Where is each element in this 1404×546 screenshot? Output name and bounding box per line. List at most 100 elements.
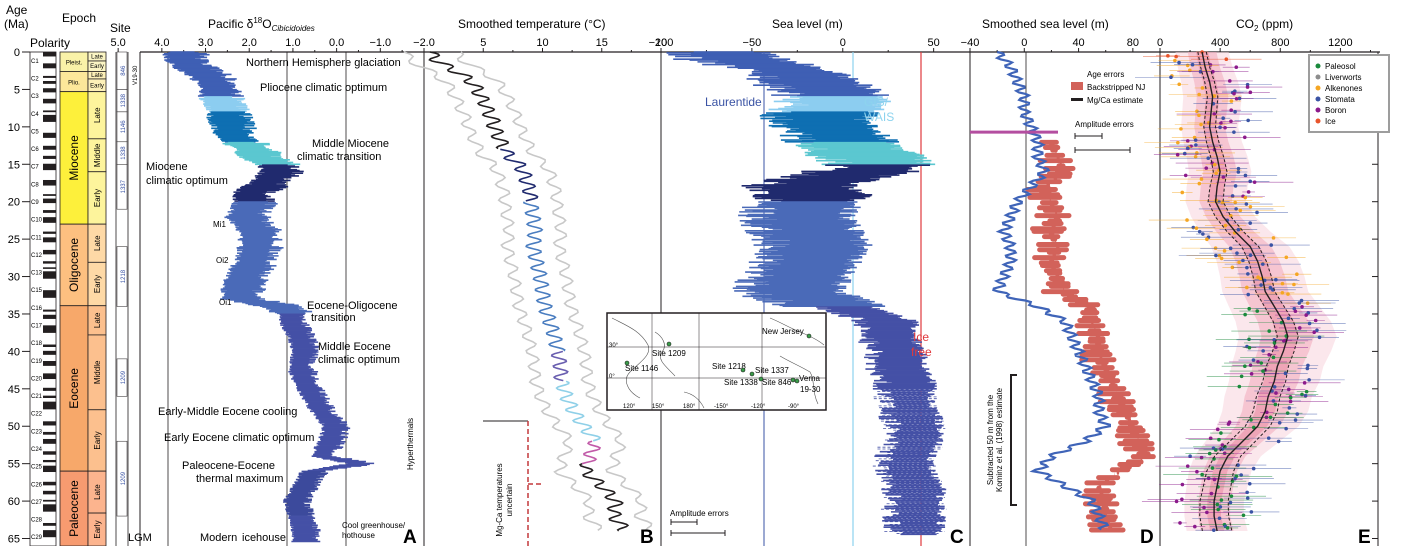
- co2-data-point: [1193, 154, 1198, 159]
- epoch-label: Paleocene: [67, 480, 81, 537]
- backstripped-nj-bar: [1077, 317, 1102, 323]
- polarity-chron-label: C26: [31, 482, 43, 488]
- co2-data-point: [1236, 170, 1241, 174]
- stage-label: Early: [93, 431, 102, 449]
- co2-data-point: [1267, 329, 1272, 333]
- stage-label: Late: [91, 73, 103, 79]
- annotation-meco-1: Middle Eocene: [318, 341, 391, 353]
- stage-label: Early: [90, 64, 104, 70]
- legend-e-label: Liverworts: [1325, 73, 1361, 82]
- age-tick-label: 40: [8, 346, 20, 358]
- co2-data-point: [1217, 437, 1221, 442]
- co2-data-point: [1242, 135, 1247, 140]
- x-tick-label: 50: [928, 37, 940, 49]
- map-lon-m90: -90°: [788, 404, 800, 410]
- epoch-band: [59, 305, 89, 472]
- co2-data-point: [1197, 229, 1202, 234]
- co2-data-point: [1276, 439, 1281, 444]
- polarity-normal-band: [43, 110, 56, 113]
- co2-data-point: [1233, 476, 1237, 481]
- co2-fit-confidence: [1205, 51, 1299, 532]
- co2-data-point: [1233, 184, 1238, 188]
- polarity-normal-band: [43, 459, 56, 463]
- co2-fit-confidence: [1197, 51, 1278, 532]
- annotation-free: free: [911, 345, 932, 359]
- annotation-eeco: Early Eocene climatic optimum: [164, 432, 314, 444]
- age-tick-label: 35: [8, 309, 20, 321]
- co2-data-point: [1312, 330, 1316, 335]
- temperature-line: [500, 148, 539, 202]
- polarity-normal-band: [43, 63, 56, 69]
- polarity-normal-band: [43, 237, 56, 243]
- co2-data-point: [1285, 411, 1290, 415]
- polarity-normal-band: [43, 499, 56, 502]
- co2-data-point: [1232, 91, 1236, 96]
- co2-data-point: [1202, 505, 1206, 510]
- polarity-normal-band: [43, 217, 56, 223]
- backstripped-nj-bar: [1098, 378, 1121, 384]
- legend-d-item-mgca: Mg/Ca estimate: [1087, 96, 1144, 105]
- panel-e-co2-series: [1135, 50, 1347, 532]
- panel-c-letter: C: [950, 527, 964, 546]
- co2-data-point: [1230, 194, 1235, 198]
- site-label: 1338: [121, 146, 127, 160]
- backstripped-nj-bar: [1037, 247, 1069, 253]
- site-segment: [116, 246, 128, 307]
- co2-data-point: [1185, 63, 1190, 68]
- map-label-new-jersey: New Jersey: [762, 327, 804, 336]
- x-axis-ticks: 5.0 4.0 3.0 2.0 1.0 0.0 −1.0 −2.0 5 10 15 20−100 −50…: [111, 37, 1378, 540]
- polarity-normal-band: [43, 52, 56, 57]
- annotation-lgm: LGM: [128, 532, 152, 544]
- co2-data-point: [1197, 113, 1201, 118]
- epoch-band: [59, 470, 89, 546]
- co2-data-point: [1180, 497, 1184, 502]
- backstripped-nj-bar: [1079, 352, 1113, 358]
- backstripped-nj-bar: [1110, 412, 1138, 418]
- co2-data-point: [1174, 54, 1178, 59]
- co2-data-point: [1234, 96, 1239, 101]
- co2-data-point: [1272, 385, 1277, 389]
- co2-data-point: [1206, 156, 1211, 161]
- annotation-oi1: Oi1: [219, 298, 232, 307]
- co2-data-point: [1223, 223, 1228, 228]
- co2-data-point: [1180, 190, 1185, 195]
- x-tick-label: 800: [1271, 37, 1289, 49]
- panel-e-title: CO2 (ppm): [1236, 17, 1293, 33]
- map-label-site-1338: Site 1338: [724, 378, 758, 387]
- backstripped-nj-bar: [1046, 270, 1063, 276]
- panel-b-title: Smoothed temperature (°C): [458, 17, 606, 31]
- polarity-chron-label: C27: [31, 500, 43, 506]
- legend-e-marker: [1315, 118, 1321, 124]
- stage-column: Late Early Late Early Late Middle Early Late Ear…: [87, 51, 107, 546]
- co2-data-point: [1188, 454, 1192, 459]
- co2-data-point: [1239, 374, 1244, 379]
- annotation-petm-2: thermal maximum: [196, 473, 283, 485]
- co2-data-point: [1243, 173, 1248, 178]
- co2-data-point: [1179, 127, 1183, 131]
- polarity-header: Polarity: [30, 36, 70, 50]
- epoch-band: [59, 223, 89, 307]
- co2-data-point: [1208, 436, 1213, 441]
- x-tick-label: 5.0: [111, 37, 126, 49]
- panel-d-legend: Age errors Backstripped NJ Mg/Ca estimat…: [1071, 70, 1145, 153]
- co2-data-point: [1245, 490, 1249, 495]
- co2-data-point: [1315, 328, 1319, 333]
- legend-d-amplitude: Amplitude errors: [1075, 120, 1134, 129]
- legend-e-marker: [1315, 96, 1321, 102]
- stage-label: Early: [93, 520, 102, 538]
- co2-data-point: [1248, 90, 1253, 95]
- x-tick-label: 40: [1072, 37, 1084, 49]
- map-label-site-846: Site 846: [762, 378, 792, 387]
- co2-data-point: [1268, 415, 1273, 420]
- map-coastlines: [611, 317, 825, 409]
- co2-data-point: [1288, 395, 1293, 400]
- polarity-chron-label: C25: [31, 465, 43, 471]
- epoch-label: Miocene: [67, 135, 81, 181]
- epoch-label: Plio.: [68, 81, 80, 87]
- polarity-normal-band: [43, 249, 56, 255]
- polarity-chron-label: C16: [31, 306, 43, 312]
- age-tick-label: 10: [8, 122, 20, 134]
- site-segment: [116, 440, 128, 517]
- backstripped-nj-bar: [1044, 152, 1066, 158]
- backstripped-nj-bar: [1084, 480, 1116, 486]
